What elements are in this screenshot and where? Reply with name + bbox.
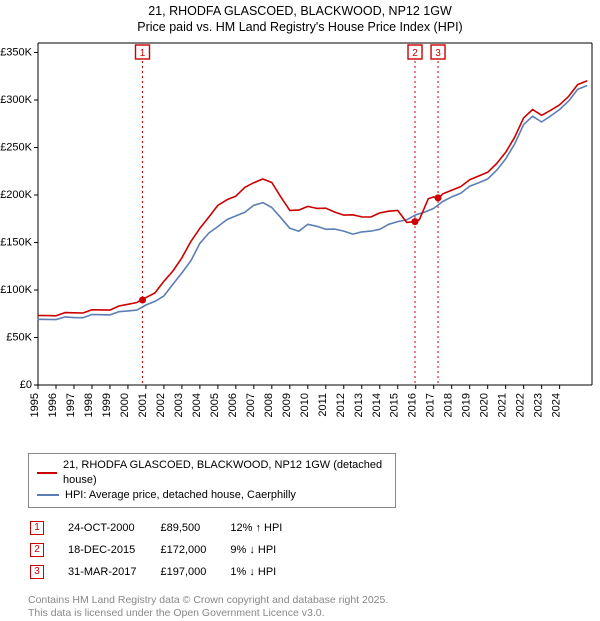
legend-label-0: 21, RHODFA GLASCOED, BLACKWOOD, NP12 1GW…	[63, 458, 387, 488]
svg-text:2019: 2019	[461, 393, 473, 417]
annotation-row: 3 31-MAR-2017£197,0001% ↓ HPI	[30, 562, 304, 582]
svg-text:1999: 1999	[101, 393, 113, 417]
svg-text:£200K: £200K	[0, 189, 32, 201]
svg-text:2013: 2013	[353, 393, 365, 417]
svg-text:£350K: £350K	[0, 47, 32, 59]
svg-text:2017: 2017	[425, 393, 437, 417]
title-line-1: 21, RHODFA GLASCOED, BLACKWOOD, NP12 1GW	[0, 4, 600, 20]
legend-row: 21, RHODFA GLASCOED, BLACKWOOD, NP12 1GW…	[37, 458, 387, 488]
footer-line-1: Contains HM Land Registry data © Crown c…	[28, 594, 600, 608]
svg-text:2009: 2009	[281, 393, 293, 417]
svg-text:2004: 2004	[191, 393, 203, 417]
svg-text:1998: 1998	[83, 393, 95, 417]
svg-text:2: 2	[412, 48, 418, 59]
svg-text:2015: 2015	[389, 393, 401, 417]
svg-text:2010: 2010	[299, 393, 311, 417]
annotation-row: 1 24-OCT-2000£89,50012% ↑ HPI	[30, 518, 304, 538]
title-block: 21, RHODFA GLASCOED, BLACKWOOD, NP12 1GW…	[0, 0, 600, 37]
annotation-price: £197,000	[160, 562, 228, 582]
svg-text:2021: 2021	[497, 393, 509, 417]
svg-text:2024: 2024	[551, 393, 563, 417]
svg-text:2022: 2022	[515, 393, 527, 417]
chart-area: £0 £50K £100K £150K £200K £250K £300K £350K 1995…	[0, 37, 600, 447]
annotation-delta: 1% ↓ HPI	[230, 562, 304, 582]
svg-text:2008: 2008	[263, 393, 275, 417]
footer-line-2: This data is licensed under the Open Gov…	[28, 607, 600, 621]
chart-container: 21, RHODFA GLASCOED, BLACKWOOD, NP12 1GW…	[0, 0, 600, 590]
svg-text:£100K: £100K	[0, 284, 32, 296]
svg-text:2016: 2016	[407, 393, 419, 417]
legend-swatch-1	[37, 494, 59, 496]
chart-svg: £0 £50K £100K £150K £200K £250K £300K £350K 1995…	[0, 37, 600, 447]
annotation-date: 24-OCT-2000	[68, 518, 158, 538]
annotation-price: £172,000	[160, 540, 228, 560]
svg-text:2005: 2005	[209, 393, 221, 417]
svg-text:2003: 2003	[173, 393, 185, 417]
svg-text:£0: £0	[20, 379, 32, 391]
svg-text:1: 1	[140, 48, 146, 59]
svg-text:3: 3	[435, 48, 441, 59]
annotation-date: 18-DEC-2015	[68, 540, 158, 560]
svg-text:£300K: £300K	[0, 94, 32, 106]
svg-text:2000: 2000	[119, 393, 131, 417]
legend: 21, RHODFA GLASCOED, BLACKWOOD, NP12 1GW…	[28, 453, 396, 508]
svg-text:£250K: £250K	[0, 142, 32, 154]
svg-text:2006: 2006	[227, 393, 239, 417]
annotation-marker: 3	[30, 565, 44, 579]
svg-text:2020: 2020	[479, 393, 491, 417]
svg-text:2007: 2007	[245, 393, 257, 417]
svg-text:£150K: £150K	[0, 237, 32, 249]
svg-text:£50K: £50K	[6, 332, 32, 344]
svg-text:2023: 2023	[533, 393, 545, 417]
title-line-2: Price paid vs. HM Land Registry's House …	[0, 20, 600, 36]
svg-text:1997: 1997	[65, 393, 77, 417]
svg-text:1996: 1996	[47, 393, 59, 417]
annotation-delta: 12% ↑ HPI	[230, 518, 304, 538]
annotation-delta: 9% ↓ HPI	[230, 540, 304, 560]
footer-note: Contains HM Land Registry data © Crown c…	[28, 594, 600, 621]
annotation-row: 2 18-DEC-2015£172,0009% ↓ HPI	[30, 540, 304, 560]
annotation-price: £89,500	[160, 518, 228, 538]
legend-label-1: HPI: Average price, detached house, Caer…	[65, 488, 296, 503]
svg-text:1995: 1995	[29, 393, 41, 417]
legend-row: HPI: Average price, detached house, Caer…	[37, 488, 387, 503]
svg-text:2002: 2002	[155, 393, 167, 417]
annotation-date: 31-MAR-2017	[68, 562, 158, 582]
svg-text:2011: 2011	[317, 393, 329, 417]
legend-swatch-0	[37, 472, 57, 474]
svg-text:2018: 2018	[443, 393, 455, 417]
annotation-table: 1 24-OCT-2000£89,50012% ↑ HPI 2 18-DEC-2015…	[28, 516, 306, 584]
svg-text:2014: 2014	[371, 393, 383, 417]
annotation-marker: 2	[30, 543, 44, 557]
svg-text:2001: 2001	[137, 393, 149, 417]
annotation-marker: 1	[30, 521, 44, 535]
svg-text:2012: 2012	[335, 393, 347, 417]
